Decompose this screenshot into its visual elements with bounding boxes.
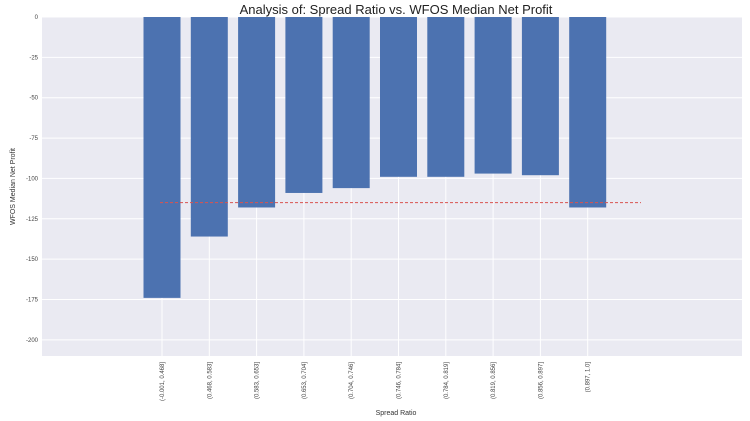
bar — [521, 17, 559, 176]
bar — [238, 17, 276, 208]
x-tick-label: (0.583, 0.653] — [255, 362, 261, 399]
x-tick-label: (0.653, 0.704] — [302, 362, 308, 399]
bar — [569, 17, 607, 208]
y-axis-label: WFOS Median Net Profit — [10, 148, 17, 225]
bar — [143, 17, 181, 298]
y-tick-label: -200 — [26, 338, 39, 344]
y-tick-label: -125 — [26, 217, 39, 223]
x-tick-label: (0.704, 0.746] — [349, 362, 355, 399]
bar — [474, 17, 512, 174]
y-tick-label: -150 — [26, 257, 39, 263]
x-tick-label: (0.897, 1.0] — [586, 362, 592, 393]
bar — [285, 17, 323, 193]
x-tick-label: (-0.001, 0.468] — [160, 362, 166, 401]
y-tick-label: -100 — [26, 176, 39, 182]
y-tick-label: -50 — [29, 96, 38, 102]
y-tick-label: -75 — [29, 136, 38, 142]
x-axis-label: Spread Ratio — [376, 410, 417, 417]
x-tick-label: (0.468, 0.583] — [207, 362, 213, 399]
x-tick-label: (0.819, 0.856] — [491, 362, 497, 399]
bar — [380, 17, 417, 177]
x-tick-label: (0.784, 0.819] — [444, 362, 450, 399]
x-tick-label: (0.746, 0.784] — [397, 362, 403, 399]
y-tick-label: -25 — [29, 55, 38, 61]
chart-title: Analysis of: Spread Ratio vs. WFOS Media… — [240, 2, 553, 17]
y-ticks: 0 -25 -50 -75 -100 -125 -150 -175 -200 — [26, 15, 39, 344]
bars — [143, 17, 607, 298]
bar — [427, 17, 465, 177]
y-tick-label: 0 — [35, 15, 39, 21]
x-ticks: (-0.001, 0.468] (0.468, 0.583] (0.583, 0.6… — [160, 362, 592, 401]
bar — [190, 17, 228, 237]
bar — [332, 17, 370, 189]
y-tick-label: -175 — [26, 298, 39, 304]
x-tick-label: (0.856, 0.897] — [538, 362, 544, 399]
